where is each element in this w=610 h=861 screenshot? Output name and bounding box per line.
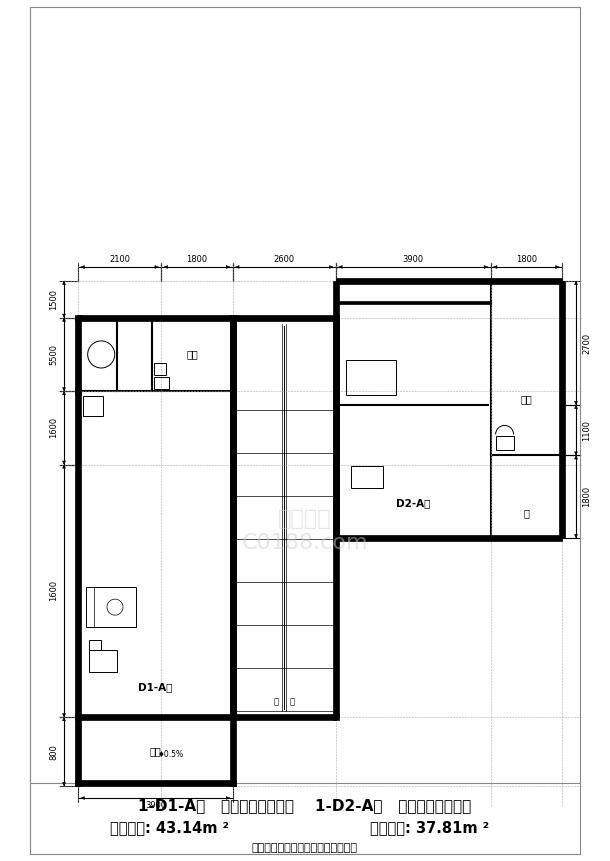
Bar (154, 363, 167, 375)
Text: 3900: 3900 (145, 802, 166, 810)
Text: 3900: 3900 (403, 255, 424, 263)
Bar (230, 388, 235, 394)
Bar (336, 301, 490, 304)
Bar (75, 318, 81, 786)
Text: 上: 上 (274, 697, 279, 707)
Bar (230, 318, 235, 717)
Text: 土木在线
C0188.com: 土木在线 C0188.com (242, 510, 368, 553)
Bar (230, 318, 235, 717)
Bar (559, 281, 565, 538)
Bar (333, 315, 339, 321)
Text: 卫: 卫 (523, 508, 529, 518)
Bar (346, 360, 396, 395)
Text: 1800: 1800 (582, 486, 591, 507)
Bar (233, 714, 336, 720)
Bar (75, 388, 81, 394)
Bar (336, 278, 562, 284)
Text: 厨房: 厨房 (187, 350, 198, 359)
Bar (495, 437, 514, 450)
Bar (83, 396, 103, 416)
Text: ♦0.5%: ♦0.5% (157, 750, 184, 759)
Bar (351, 466, 383, 488)
Bar (78, 315, 233, 321)
Text: 1500: 1500 (49, 288, 58, 310)
Bar (75, 780, 235, 786)
Bar (233, 315, 336, 321)
Text: 2100: 2100 (109, 255, 130, 263)
Text: D2-A型: D2-A型 (396, 499, 431, 508)
Text: 800: 800 (49, 744, 58, 759)
Text: 建筑面积: 37.81m ²: 建筑面积: 37.81m ² (370, 821, 490, 835)
Text: 2600: 2600 (274, 255, 295, 263)
Text: 厨房: 厨房 (520, 394, 532, 405)
Bar (333, 318, 339, 717)
Bar (230, 315, 235, 321)
Text: 下: 下 (290, 697, 295, 707)
Text: 1800: 1800 (515, 255, 537, 263)
Text: 1-D1-A型   一房一厅一卫一厨    1-D2-A型   一房一厅一卫一厨: 1-D1-A型 一房一厅一卫一厨 1-D2-A型 一房一厅一卫一厨 (138, 798, 472, 814)
Bar (75, 315, 81, 321)
Text: 1800: 1800 (187, 255, 207, 263)
Bar (86, 587, 136, 627)
Text: 户型面积以房地局核定产权面积为准: 户型面积以房地局核定产权面积为准 (252, 843, 358, 853)
Bar (154, 377, 169, 389)
Text: 5500: 5500 (49, 344, 58, 365)
Bar (336, 535, 562, 541)
Text: 2700: 2700 (582, 332, 591, 354)
Bar (333, 714, 339, 720)
Text: 1600: 1600 (49, 580, 58, 602)
Bar (75, 714, 235, 720)
Text: D1-A型: D1-A型 (138, 682, 173, 692)
Text: 1600: 1600 (49, 418, 58, 438)
Text: 1100: 1100 (582, 419, 591, 441)
Text: 建筑面积: 43.14m ²: 建筑面积: 43.14m ² (110, 821, 229, 835)
Text: 阳台: 阳台 (149, 746, 161, 757)
Bar (89, 650, 117, 672)
Bar (230, 717, 235, 786)
Bar (333, 281, 339, 538)
Bar (89, 640, 101, 650)
